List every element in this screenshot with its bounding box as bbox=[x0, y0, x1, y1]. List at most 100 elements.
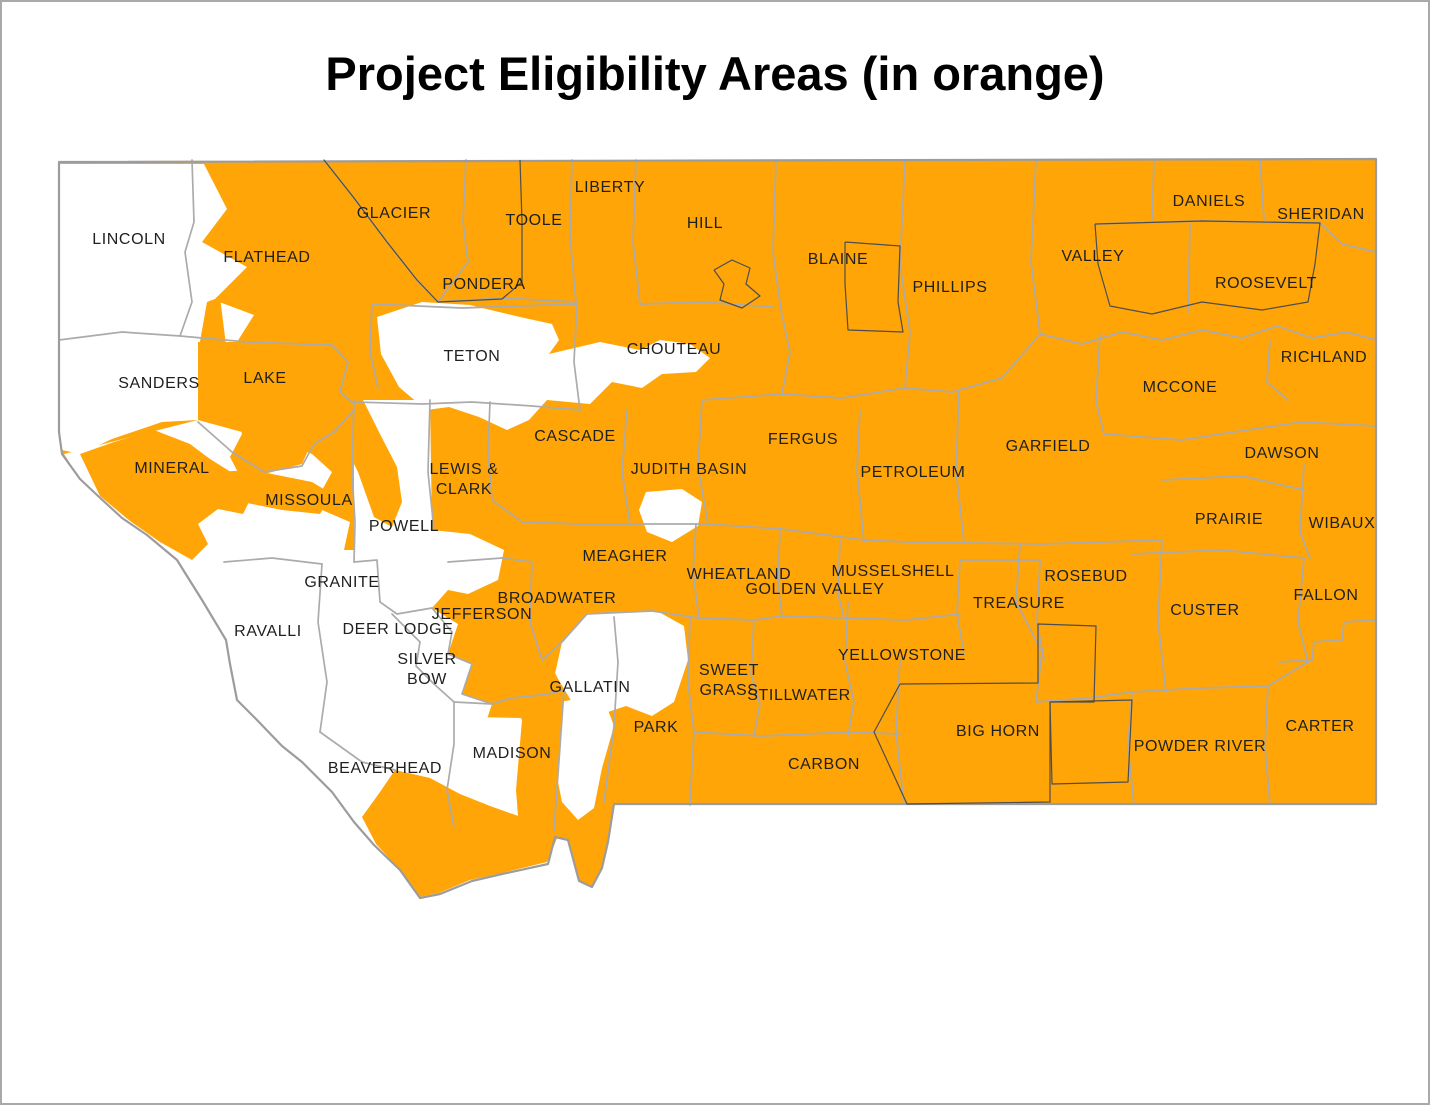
county-label-sheridan: SHERIDAN bbox=[1277, 206, 1364, 223]
ineligible-region-teton-chouteau bbox=[377, 302, 710, 430]
reservation-boundary bbox=[844, 241, 904, 333]
county-border-line bbox=[447, 557, 543, 661]
county-border-line bbox=[692, 523, 700, 619]
county-label-silver-bow: SILVER BOW bbox=[397, 651, 456, 688]
county-border-line bbox=[223, 557, 323, 565]
ineligible-region-judith-basin-hole bbox=[639, 489, 702, 542]
county-label-powell: POWELL bbox=[369, 518, 439, 535]
county-label-sweet-grass: SWEET GRASS bbox=[699, 662, 759, 699]
ineligible-region-northwest-lincoln-sanders bbox=[59, 164, 254, 454]
county-border-line bbox=[391, 613, 435, 685]
county-label-treasure: TREASURE bbox=[973, 595, 1065, 612]
county-label-big-horn: BIG HORN bbox=[956, 723, 1040, 740]
county-label-yellowstone: YELLOWSTONE bbox=[838, 647, 966, 664]
county-border-line bbox=[1131, 549, 1305, 559]
state-border-outline bbox=[57, 157, 1378, 900]
county-label-valley: VALLEY bbox=[1062, 248, 1125, 265]
county-border-line bbox=[1246, 421, 1377, 431]
ineligible-region-gallatin-north bbox=[555, 611, 688, 716]
county-label-mccone: MCCONE bbox=[1143, 379, 1218, 396]
county-border-line bbox=[1264, 685, 1271, 805]
reservation-boundary bbox=[323, 159, 523, 303]
county-label-carter: CARTER bbox=[1285, 718, 1354, 735]
county-label-madison: MADISON bbox=[473, 745, 552, 762]
eligible-island-missoula-north-band bbox=[215, 470, 332, 514]
county-label-meagher: MEAGHER bbox=[582, 548, 667, 565]
county-border-line bbox=[639, 301, 774, 308]
page-title: Project Eligibility Areas (in orange) bbox=[325, 47, 1105, 100]
county-border-line bbox=[427, 399, 435, 531]
county-border-line bbox=[899, 159, 911, 389]
county-border-line bbox=[687, 617, 695, 806]
county-border-line bbox=[1030, 159, 1041, 335]
county-border-line bbox=[1036, 559, 1045, 661]
county-border-line bbox=[179, 335, 333, 346]
county-border-line bbox=[1015, 543, 1043, 703]
reservation-boundary bbox=[1094, 220, 1321, 315]
county-label-missoula: MISSOULA bbox=[265, 492, 353, 509]
county-border-line bbox=[1127, 691, 1135, 805]
county-label-stillwater: STILLWATER bbox=[747, 687, 851, 704]
county-border-line bbox=[1095, 333, 1105, 435]
county-label-lewis-clark: LEWIS & CLARK bbox=[429, 461, 498, 498]
county-border-line bbox=[317, 563, 328, 733]
county-border-line bbox=[697, 399, 709, 525]
county-label-chouteau: CHOUTEAU bbox=[627, 341, 722, 358]
county-label-liberty: LIBERTY bbox=[575, 179, 646, 196]
county-border-line bbox=[319, 731, 396, 771]
eligible-island-beaverhead-south-band bbox=[362, 770, 558, 897]
reservation-boundary bbox=[713, 259, 761, 309]
county-border-line bbox=[586, 610, 700, 619]
county-border-line bbox=[541, 613, 588, 661]
eligible-island-lake bbox=[199, 297, 312, 480]
county-border-line bbox=[1278, 619, 1377, 663]
county-label-blaine: BLAINE bbox=[808, 251, 869, 268]
county-border-line bbox=[777, 528, 783, 617]
county-label-beaverhead: BEAVERHEAD bbox=[328, 760, 442, 777]
county-border-line bbox=[750, 619, 761, 737]
county-border-line bbox=[58, 331, 181, 341]
county-border-line bbox=[698, 613, 961, 621]
county-border-line bbox=[1157, 539, 1167, 693]
county-border-line bbox=[1161, 475, 1305, 491]
county-border-line bbox=[955, 389, 965, 543]
county-label-broadwater: BROADWATER bbox=[498, 590, 617, 607]
county-border-line bbox=[1187, 223, 1191, 313]
county-label-cascade: CASCADE bbox=[534, 428, 616, 445]
county-label-judith-basin: JUDITH BASIN bbox=[631, 461, 748, 478]
county-label-garfield: GARFIELD bbox=[1006, 438, 1091, 455]
county-border-line bbox=[179, 159, 195, 337]
county-border-line bbox=[453, 689, 565, 705]
county-label-rosebud: ROSEBUD bbox=[1044, 568, 1127, 585]
county-border-line bbox=[371, 303, 578, 309]
county-border-line bbox=[1299, 463, 1311, 559]
county-label-roosevelt: ROOSEVELT bbox=[1215, 275, 1317, 292]
county-label-mineral: MINERAL bbox=[134, 460, 209, 477]
eligible-island-madison-east-band bbox=[504, 660, 564, 847]
county-border-line bbox=[351, 399, 356, 563]
county-border-line bbox=[780, 309, 791, 395]
county-label-petroleum: PETROLEUM bbox=[861, 464, 966, 481]
county-border-line bbox=[433, 683, 455, 828]
county-border-line bbox=[353, 401, 581, 411]
county-label-phillips: PHILLIPS bbox=[912, 279, 987, 296]
county-border-line bbox=[1297, 557, 1309, 663]
county-border-line bbox=[837, 539, 845, 619]
county-border-line bbox=[904, 325, 1377, 393]
county-label-carbon: CARBON bbox=[788, 756, 860, 773]
county-border-line bbox=[197, 409, 355, 473]
county-label-wibaux: WIBAUX bbox=[1309, 515, 1376, 532]
county-border-line bbox=[895, 659, 905, 805]
reservation-boundary bbox=[1049, 699, 1133, 785]
county-label-flathead: FLATHEAD bbox=[223, 249, 310, 266]
county-label-fergus: FERGUS bbox=[768, 431, 838, 448]
county-border-line bbox=[1259, 159, 1265, 221]
county-label-toole: TOOLE bbox=[506, 212, 563, 229]
county-border-line bbox=[906, 539, 1163, 545]
county-label-musselshell: MUSSELSHELL bbox=[831, 563, 954, 580]
county-border-line bbox=[1035, 691, 1133, 703]
county-border-line bbox=[431, 607, 493, 705]
county-border-line bbox=[621, 409, 631, 525]
county-label-lincoln: LINCOLN bbox=[92, 231, 166, 248]
